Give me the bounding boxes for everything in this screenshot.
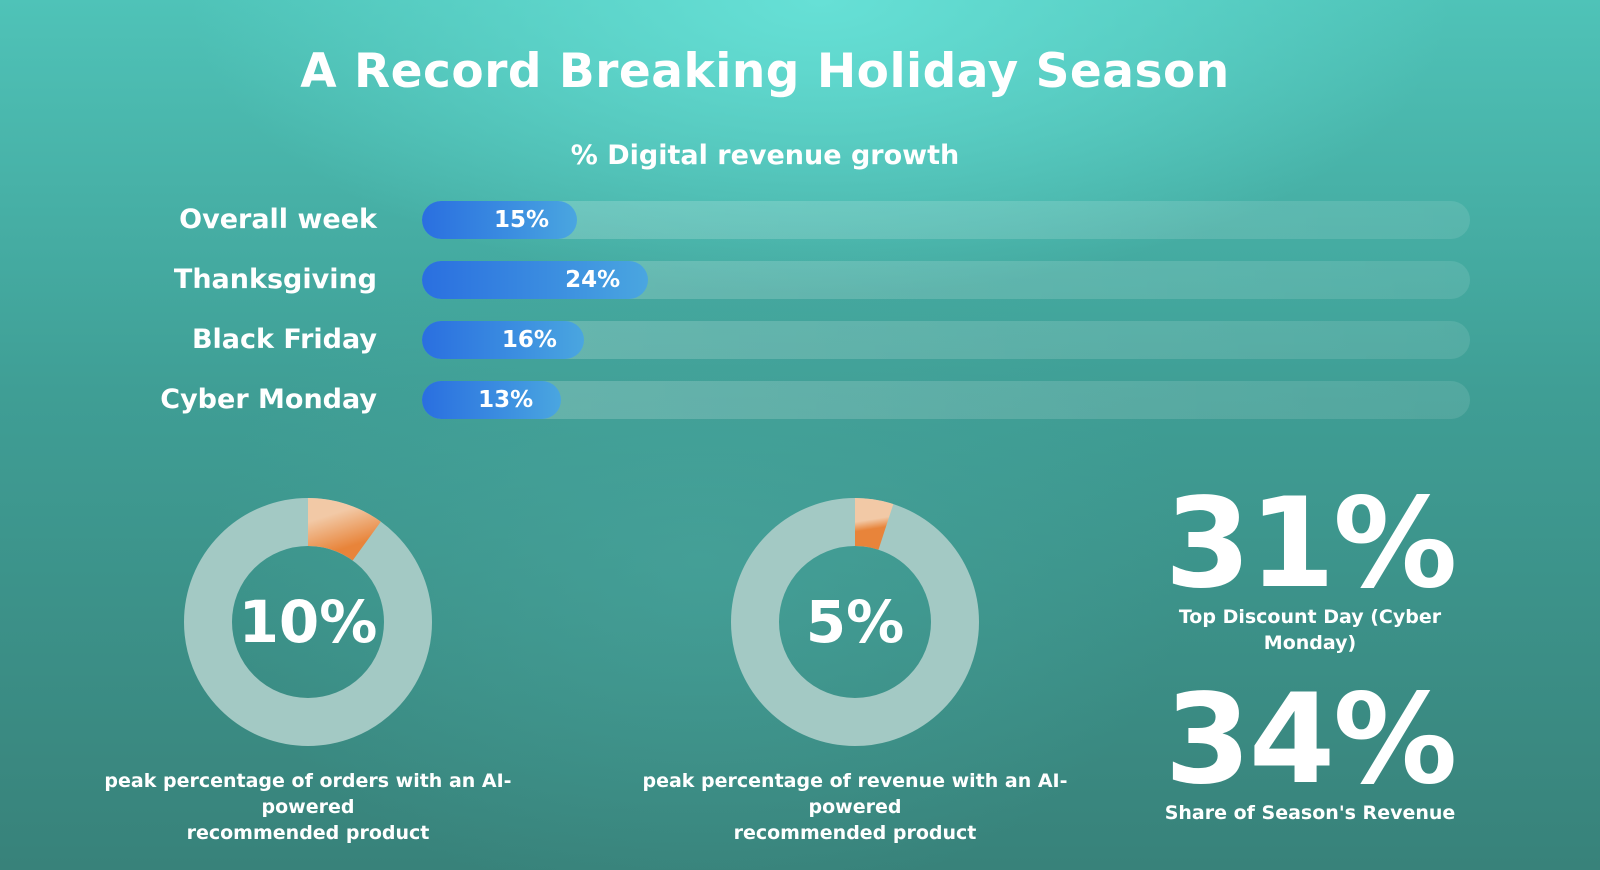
bar-track: 24% bbox=[422, 261, 1470, 299]
bar-label: Thanksgiving bbox=[173, 264, 377, 295]
bar-label: Cyber Monday bbox=[160, 384, 377, 415]
orders-donut-chart: 10% bbox=[183, 497, 433, 747]
caption-line: Monday) bbox=[1263, 632, 1357, 654]
bar-value-label: 24% bbox=[565, 267, 621, 293]
caption-line: peak percentage of revenue with an AI-po… bbox=[642, 770, 1068, 818]
caption-line: Share of Season's Revenue bbox=[1164, 802, 1456, 824]
bar-row-cyber-monday: Cyber Monday 13% bbox=[0, 381, 1600, 419]
bar-track: 15% bbox=[422, 201, 1470, 239]
bar-label: Black Friday bbox=[191, 324, 377, 355]
stat-caption: Top Discount Day (Cyber Monday) bbox=[1160, 604, 1460, 656]
bar-value-label: 16% bbox=[501, 327, 557, 353]
donut-slice-highlight bbox=[307, 498, 381, 562]
stat-top-discount-day: 31% Top Discount Day (Cyber Monday) bbox=[1160, 472, 1460, 656]
page-title: A Record Breaking Holiday Season bbox=[300, 44, 1230, 99]
caption-line: recommended product bbox=[186, 822, 430, 844]
bar bbox=[422, 381, 561, 419]
bar bbox=[422, 261, 648, 299]
bar-row-thanksgiving: Thanksgiving 24% bbox=[0, 261, 1600, 299]
revenue-donut-svg bbox=[731, 498, 979, 746]
stat-value: 34% bbox=[1164, 668, 1458, 812]
stat-share-of-revenue: 34% Share of Season's Revenue bbox=[1160, 668, 1460, 826]
bar-track: 13% bbox=[422, 381, 1470, 419]
bar-value-label: 15% bbox=[493, 207, 550, 233]
bar bbox=[422, 321, 585, 359]
stat-caption: Share of Season's Revenue bbox=[1160, 800, 1460, 826]
donut-value-label: 5% bbox=[805, 588, 905, 656]
bar-label: Overall week bbox=[179, 204, 377, 235]
orders-donut-caption: peak percentage of orders with an AI-pow… bbox=[58, 768, 558, 846]
revenue-donut-caption: peak percentage of revenue with an AI-po… bbox=[605, 768, 1105, 846]
caption-line: Top Discount Day (Cyber bbox=[1178, 606, 1442, 628]
bar-chart-title: % Digital revenue growth bbox=[570, 140, 960, 171]
revenue-donut-chart: 5% bbox=[730, 497, 980, 747]
orders-donut-svg bbox=[184, 498, 432, 746]
bar-row-overall-week: Overall week 15% bbox=[0, 201, 1600, 239]
caption-line: peak percentage of orders with an AI-pow… bbox=[104, 770, 512, 818]
donut-slice-highlight bbox=[854, 498, 894, 550]
bar bbox=[422, 201, 577, 239]
bar-value-label: 13% bbox=[478, 387, 534, 413]
stat-value: 31% bbox=[1164, 472, 1458, 616]
donut-value-label: 10% bbox=[238, 588, 378, 656]
bar-row-black-friday: Black Friday 16% bbox=[0, 321, 1600, 359]
bar-track: 16% bbox=[422, 321, 1470, 359]
caption-line: recommended product bbox=[733, 822, 977, 844]
